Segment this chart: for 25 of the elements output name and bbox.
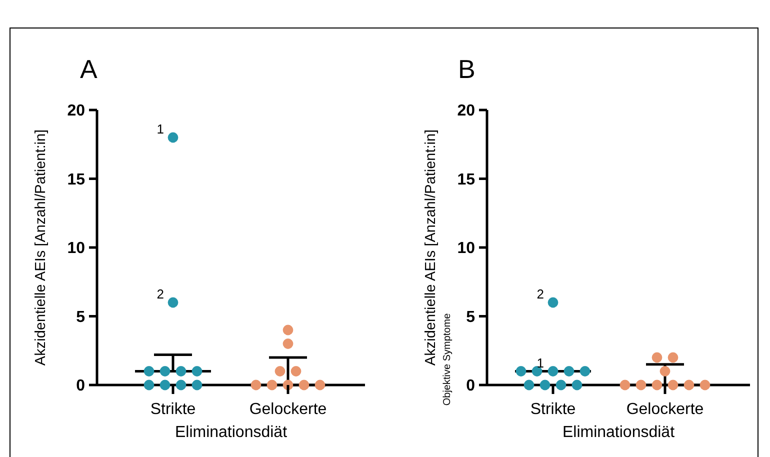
y-axis-title: Akzidentielle AEIs [Anzahl/Patient:in] (423, 129, 439, 366)
x-tick-label: Gelockerte (249, 401, 327, 418)
y-tick-label: 5 (466, 308, 476, 326)
y-tick-label: 10 (67, 240, 86, 258)
y-tick-label: 15 (457, 171, 476, 188)
y-tick-label: 20 (457, 102, 476, 120)
x-tick-label: Strikte (150, 401, 196, 418)
text: Objektive Symptome (442, 312, 453, 406)
y-tick-label: 20 (67, 102, 86, 120)
x-axis-title: Eliminationsdiät (562, 424, 676, 441)
chart-title: A (80, 54, 98, 84)
x-axis-title: Eliminationsdiät (174, 424, 288, 441)
chart-title: B (458, 54, 476, 84)
x-tick-label: Gelockerte (626, 401, 704, 418)
annotation: 1 (536, 355, 544, 370)
y-tick-label: 5 (76, 308, 86, 326)
y-tick-label: 0 (76, 378, 86, 395)
annotation: 2 (156, 286, 164, 302)
y-tick-label: 15 (67, 171, 86, 188)
annotation: 2 (536, 286, 544, 302)
y-axis-title: Akzidentielle AEIs [Anzahl/Patient:in] (33, 129, 49, 366)
y-tick-label: 0 (466, 378, 476, 395)
annotation: 1 (156, 122, 164, 136)
x-tick-label: Strikte (530, 401, 576, 418)
y-tick-label: 10 (457, 240, 476, 258)
